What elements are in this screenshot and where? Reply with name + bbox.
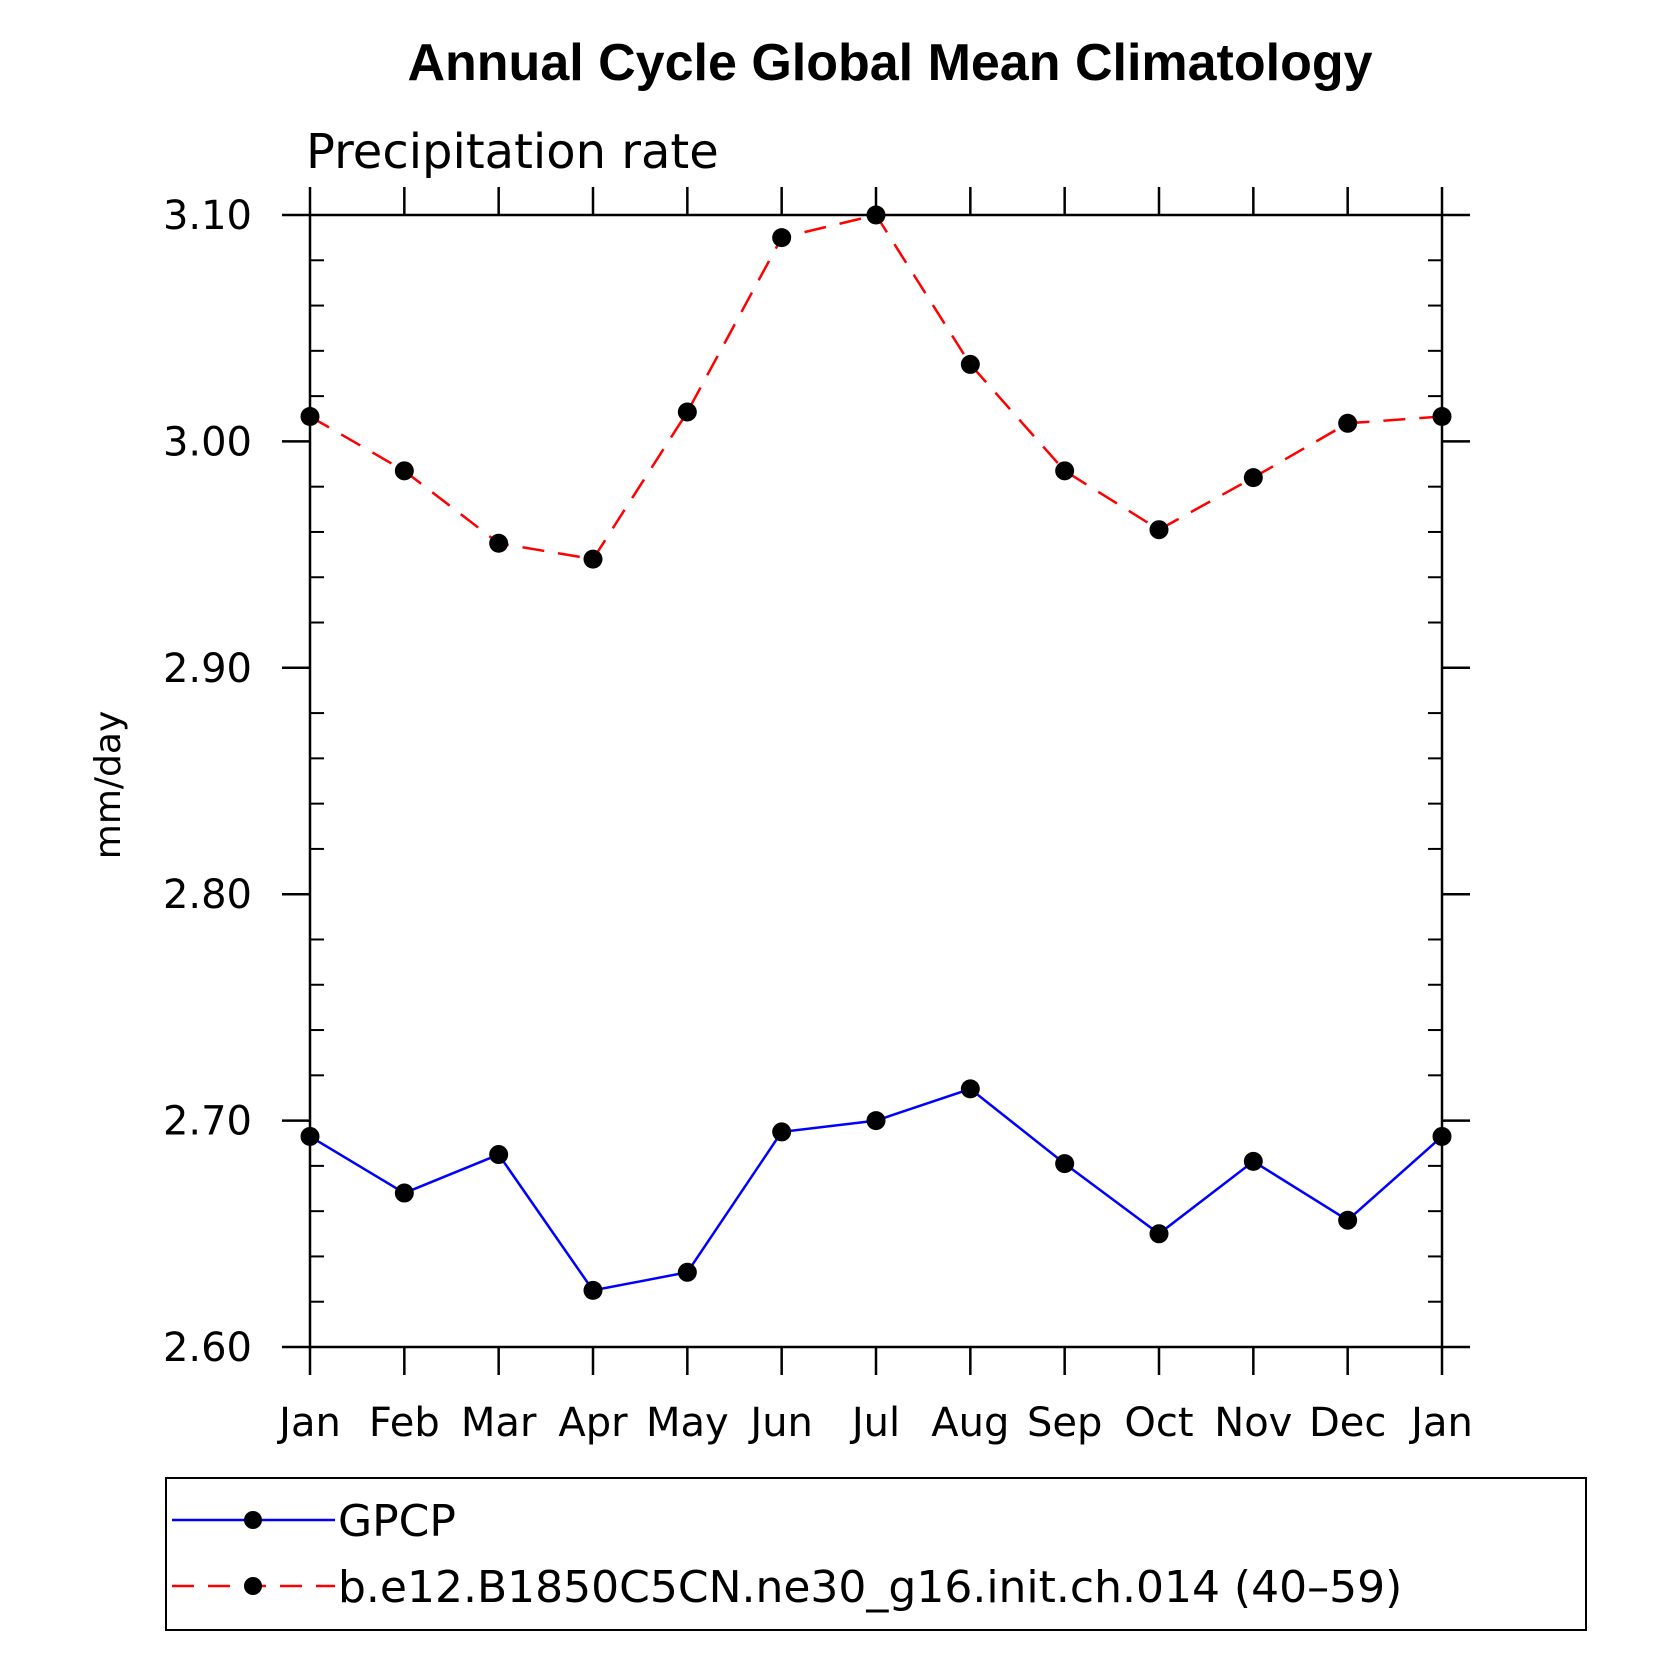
legend-marker-gpcp [244,1511,262,1529]
data-point-series-1 [1338,413,1358,433]
plot-area [308,213,1444,1349]
legend-label-gpcp: GPCP [338,1496,456,1547]
x-tick-label: Aug [931,1400,1009,1446]
x-tick-label: Nov [1214,1400,1292,1446]
data-point-series-1 [583,549,603,569]
x-tick-label: Jun [747,1400,813,1446]
axis-ticks [282,187,1470,1375]
legend-label-model: b.e12.B1850C5CN.ne30_g16.init.ch.014 (40… [338,1562,1402,1613]
series-markers [300,205,1452,1300]
data-point-series-0 [489,1145,509,1165]
data-point-series-0 [394,1183,414,1203]
data-point-series-1 [866,205,886,225]
y-tick-label: 2.90 [163,646,252,692]
data-point-series-1 [960,354,980,374]
data-point-series-0 [866,1111,886,1131]
data-point-series-1 [489,533,509,553]
y-tick-label: 3.00 [163,419,252,465]
series-line-1 [309,213,1443,561]
data-point-series-0 [1432,1126,1452,1146]
y-axis-label: mm/day [88,711,129,859]
x-tick-label: Oct [1124,1400,1193,1446]
data-point-series-0 [300,1126,320,1146]
data-point-series-1 [300,406,320,426]
data-point-series-1 [1055,461,1075,481]
y-tick-label: 2.80 [163,872,252,918]
x-tick-label: Sep [1027,1400,1102,1446]
x-tick-label: May [646,1400,729,1446]
x-tick-label: Apr [558,1400,628,1446]
x-tick-label: Feb [369,1400,440,1446]
data-point-series-0 [1243,1151,1263,1171]
y-tick-labels: 2.60 2.70 2.80 2.90 3.00 3.10 [163,193,252,1371]
data-point-series-0 [677,1262,697,1282]
legend-marker-model [244,1577,262,1595]
legend-box [165,1477,1587,1631]
data-point-series-0 [1055,1154,1075,1174]
data-point-series-1 [1149,520,1169,540]
x-tick-label: Jan [1408,1400,1473,1446]
data-point-series-0 [960,1079,980,1099]
y-tick-label: 2.60 [163,1325,252,1371]
chart-title: Annual Cycle Global Mean Climatology [407,34,1372,92]
x-tick-labels: Jan Feb Mar Apr May Jun Jul Aug Sep Oct Nov Dec Jan [276,1400,1473,1446]
data-point-series-1 [394,461,414,481]
chart-subtitle: Precipitation rate [306,124,719,180]
y-tick-label: 2.70 [163,1099,252,1145]
data-point-series-1 [1243,468,1263,488]
x-tick-label: Dec [1309,1400,1386,1446]
plot-frame [308,213,1444,1349]
data-point-series-1 [677,402,697,422]
x-tick-label: Mar [461,1400,537,1446]
data-point-series-1 [772,228,792,248]
data-point-series-0 [1149,1224,1169,1244]
x-tick-label: Jul [849,1400,900,1446]
legend: GPCP b.e12.B1850C5CN.ne30_g16.init.ch.01… [165,1477,1587,1631]
x-tick-label: Jan [276,1400,341,1446]
data-point-series-1 [1432,406,1452,426]
data-point-series-0 [1338,1210,1358,1230]
data-point-series-0 [772,1122,792,1142]
data-point-series-0 [583,1280,603,1300]
y-tick-label: 3.10 [163,193,252,239]
